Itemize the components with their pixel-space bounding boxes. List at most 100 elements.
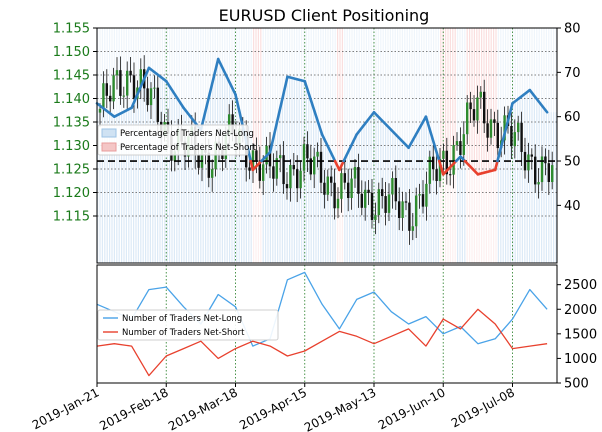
shade-bar: [291, 28, 293, 263]
shade-bar: [445, 28, 447, 263]
shade-bar: [488, 28, 490, 263]
candle: [411, 213, 414, 241]
shade-fill: [243, 128, 245, 263]
shade-fill: [171, 89, 173, 263]
shade-fill: [269, 152, 271, 263]
candle: [449, 160, 452, 186]
candle: [398, 187, 401, 231]
candle: [347, 168, 350, 212]
shade-fill: [106, 110, 108, 263]
net-long-segment: [390, 128, 410, 150]
shade-bar: [553, 28, 555, 263]
left-tick-label: 1.145: [53, 69, 90, 84]
candle-body: [459, 141, 462, 155]
shade-fill: [488, 28, 490, 172]
net-long-traders-line: [96, 271, 548, 347]
shade-fill: [133, 104, 135, 263]
candle-body: [476, 97, 479, 121]
left-tick-label: 1.115: [53, 210, 90, 225]
net-short-segment: [251, 159, 263, 172]
candle: [279, 144, 282, 173]
candle-body: [472, 109, 476, 121]
left-tick-label: 1.140: [53, 92, 90, 107]
right-tick-label: 80: [564, 22, 581, 37]
candle-body: [438, 158, 442, 182]
candle-body: [466, 102, 469, 135]
legend-label-short: Number of Traders Net-Short: [122, 328, 245, 338]
shade-fill: [104, 108, 106, 263]
candle: [472, 95, 476, 127]
candle: [146, 76, 149, 112]
shade-fill: [279, 111, 281, 263]
candle-body: [544, 156, 547, 164]
net-long-segment: [528, 88, 549, 114]
shade-fill: [521, 96, 523, 264]
net-long-segment: [95, 102, 116, 118]
shade-fill: [380, 118, 382, 263]
shade-fill: [205, 113, 207, 263]
shade-fill: [229, 81, 231, 263]
candle: [483, 79, 486, 134]
shade-bar: [281, 28, 283, 263]
candle: [435, 155, 438, 195]
net-short-segment: [437, 159, 445, 176]
candle: [513, 119, 516, 159]
candle-body: [105, 83, 108, 96]
shade-bar: [399, 28, 401, 263]
shade-fill: [411, 142, 413, 263]
shade-fill: [97, 103, 99, 264]
candle-body: [455, 141, 459, 146]
net-long-segment: [303, 79, 324, 136]
candle-body: [381, 189, 384, 197]
net-short-segment: [441, 159, 458, 176]
shade-bar: [253, 28, 255, 263]
shade-fill: [236, 97, 238, 263]
candle-body: [316, 151, 319, 157]
shade-fill: [142, 82, 144, 263]
shade-fill: [447, 28, 449, 171]
candle: [442, 143, 445, 173]
candle-body: [517, 122, 520, 133]
candle: [534, 144, 537, 193]
shade-fill: [272, 143, 274, 263]
candle: [527, 142, 530, 183]
candle-body: [493, 119, 496, 123]
net-long-segment: [216, 57, 237, 96]
candle-body: [387, 194, 391, 213]
shade-fill: [524, 94, 526, 264]
candle-body: [551, 165, 554, 183]
candle-body: [262, 164, 265, 181]
shade-fill: [490, 28, 492, 172]
shade-fill: [397, 135, 399, 263]
candle: [156, 73, 159, 133]
legend-box: [97, 309, 279, 341]
shade-fill: [370, 116, 372, 264]
net-long-segment: [320, 133, 337, 163]
candle: [489, 108, 493, 145]
shade-fill: [128, 109, 130, 263]
candle-body: [299, 170, 302, 189]
shade-fill: [435, 148, 437, 263]
shade-fill: [339, 28, 341, 170]
shade-bar: [322, 28, 324, 263]
shade-fill: [260, 28, 262, 163]
shade-bar: [536, 28, 538, 263]
candle: [309, 144, 312, 181]
right-tick-label: 70: [564, 66, 581, 81]
candle-body: [211, 169, 214, 178]
candle-body: [129, 70, 132, 76]
right-axis: 40 50 60 70 80: [557, 22, 581, 214]
candle-body: [537, 182, 540, 185]
shade-fill: [111, 114, 113, 263]
shade-fill: [481, 28, 483, 174]
shade-fill: [274, 132, 276, 263]
legend-swatch-short: [101, 142, 117, 152]
shade-fill: [152, 70, 154, 263]
candle-body: [408, 202, 411, 231]
candle-body: [132, 75, 136, 99]
candle: [520, 111, 523, 167]
candle-body: [139, 69, 142, 88]
legend-swatch-long: [101, 128, 117, 138]
candle-body: [340, 173, 343, 199]
